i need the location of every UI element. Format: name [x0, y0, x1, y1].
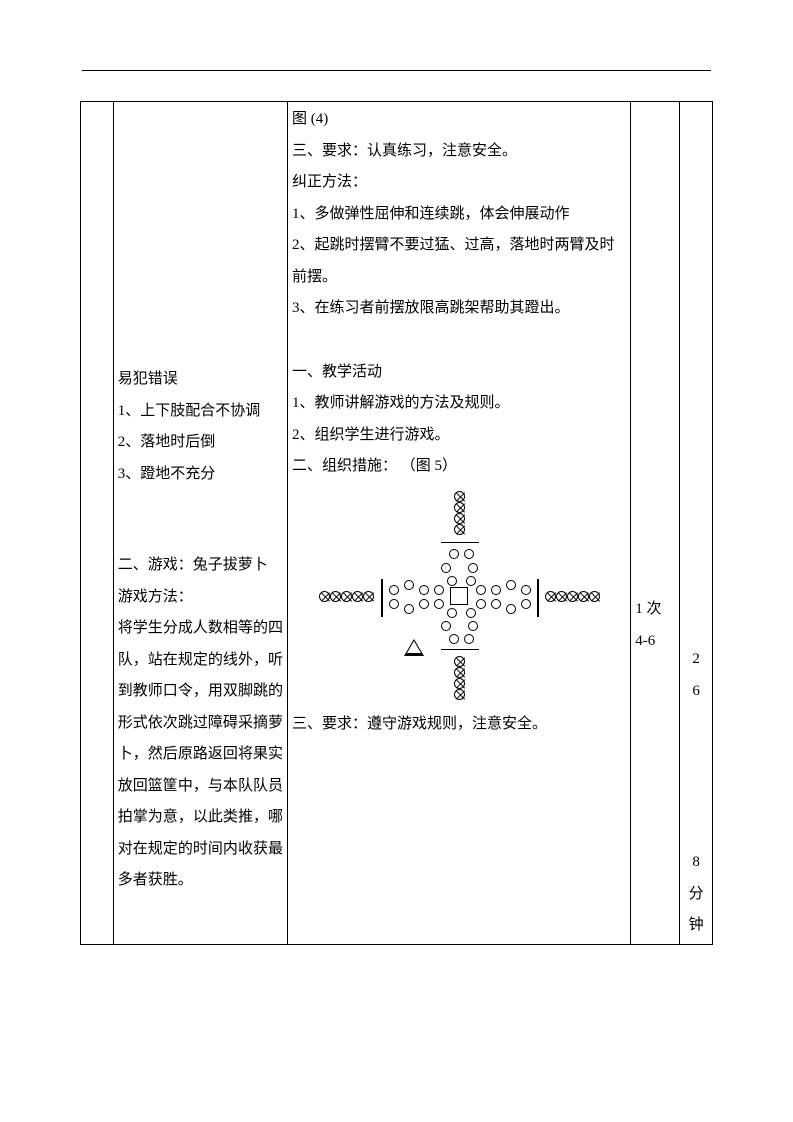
fix-1: 1、多做弹性屈伸和连续跳，体会伸展动作 [292, 199, 626, 231]
requirement-2: 三、要求：遵守游戏规则，注意安全。 [292, 709, 626, 741]
method-body: 将学生分成人数相等的四队，站在规定的线外，听到教师口令，用双脚跳的形式依次跳过障… [118, 613, 283, 897]
fix-label: 纠正方法： [292, 167, 626, 199]
col-3-content: 图 (4) 三、要求：认真练习，注意安全。 纠正方法： 1、多做弹性屈伸和连续跳… [288, 102, 631, 945]
fig4-label: 图 (4) [292, 104, 626, 136]
col-4: 1 次 4-6 [631, 102, 680, 945]
num-6: 6 [692, 676, 700, 708]
times-label: 1 次 [635, 594, 675, 626]
error-3: 3、蹬地不充分 [118, 459, 283, 491]
error-2: 2、落地时后倒 [118, 427, 283, 459]
fix-2: 2、起跳时摆臂不要过猛、过高，落地时两臂及时前摆。 [292, 230, 626, 293]
num-8: 8 [692, 847, 700, 879]
header-rule [82, 70, 711, 71]
error-1: 1、上下肢配合不协调 [118, 396, 283, 428]
formation-diagram [319, 491, 599, 701]
fix-3: 3、在练习者前摆放限高跳架帮助其蹬出。 [292, 293, 626, 325]
col-1 [81, 102, 114, 945]
activity-1: 1、教师讲解游戏的方法及规则。 [292, 388, 626, 420]
activity-heading: 一、教学活动 [292, 357, 626, 389]
num-2: 2 [692, 644, 700, 676]
activity-2: 2、组织学生进行游戏。 [292, 420, 626, 452]
errors-heading: 易犯错误 [118, 364, 283, 396]
col-2-content: 易犯错误 1、上下肢配合不协调 2、落地时后倒 3、蹬地不充分 二、游戏：兔子拔… [113, 102, 287, 945]
char-fen: 分 [689, 879, 704, 911]
col-5: 2 6 8 分 钟 [680, 102, 713, 945]
requirement-1: 三、要求：认真练习，注意安全。 [292, 136, 626, 168]
lesson-table: 易犯错误 1、上下肢配合不协调 2、落地时后倒 3、蹬地不充分 二、游戏：兔子拔… [80, 101, 713, 945]
range-label: 4-6 [635, 626, 675, 658]
method-label: 游戏方法： [118, 582, 283, 614]
org-measures: 二、组织措施： （图 5） [292, 451, 626, 483]
char-zhong: 钟 [689, 910, 704, 942]
game-title: 二、游戏：兔子拔萝卜 [118, 550, 283, 582]
